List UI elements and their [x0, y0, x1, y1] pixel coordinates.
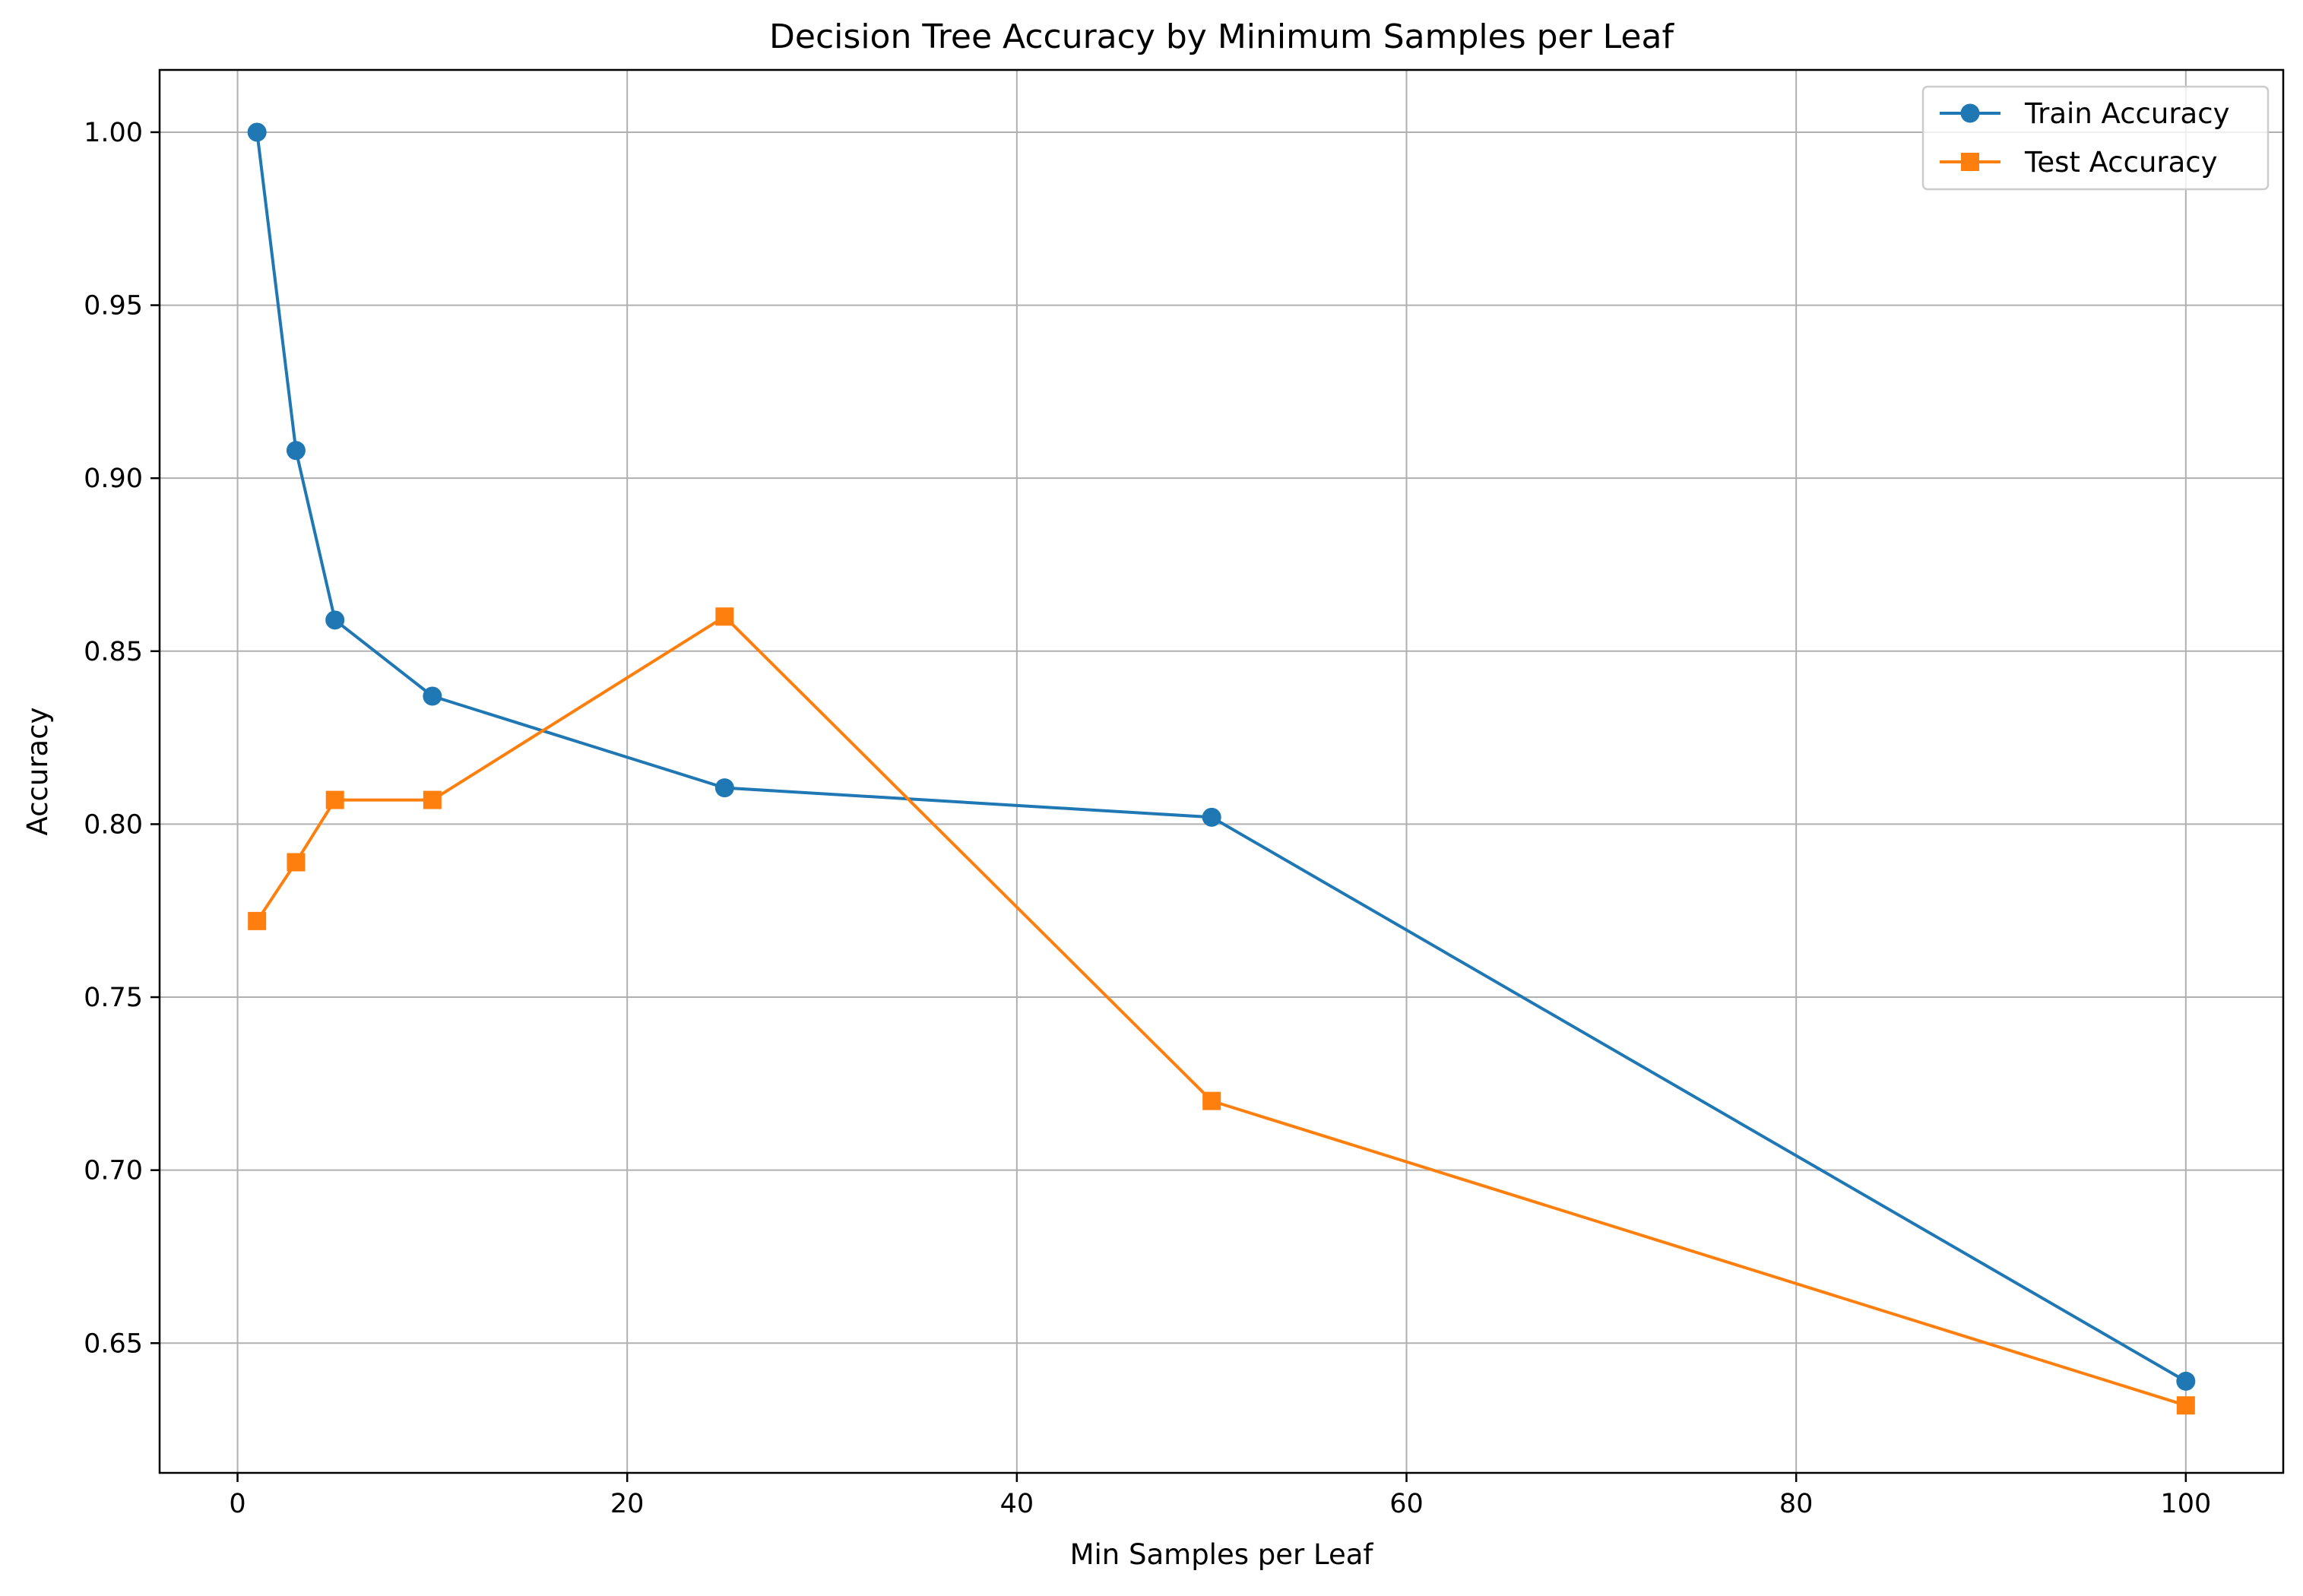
y-tick-label: 0.80 [84, 809, 143, 840]
data-point [287, 853, 306, 872]
plot-frame [158, 68, 2285, 1474]
data-point [325, 610, 345, 630]
series-layer [247, 122, 2196, 1415]
legend-label: Train Accuracy [2024, 97, 2229, 130]
series-train-accuracy [247, 122, 2196, 1391]
x-tick-label: 80 [1779, 1489, 1814, 1519]
x-tick-label: 20 [610, 1489, 645, 1519]
x-tick-label: 40 [1000, 1489, 1034, 1519]
legend-entries: Train Accuracy Test Accuracy [1940, 97, 2229, 179]
series-line [255, 615, 2187, 1408]
data-point [2176, 1371, 2196, 1391]
data-point [423, 790, 442, 809]
x-tick-label: 100 [2160, 1489, 2211, 1519]
y-tick-label: 0.65 [84, 1328, 143, 1359]
x-axis-label: Min Samples per Leaf [1070, 1538, 1374, 1571]
data-point [248, 911, 267, 930]
data-point [247, 122, 267, 142]
legend-box [1921, 85, 2270, 191]
y-tick-label: 0.90 [84, 464, 143, 494]
data-point [1202, 1091, 1221, 1110]
chart-title: Decision Tree Accuracy by Minimum Sample… [769, 17, 1674, 56]
series-test-accuracy [248, 607, 2195, 1415]
y-tick-label: 0.85 [84, 637, 143, 667]
data-point [325, 790, 344, 809]
axis-ticks: 0 20 40 60 80 100 0.65 0.70 0.75 0.80 0.85 0.90 0.95… [84, 118, 2211, 1519]
y-tick-label: 0.70 [84, 1156, 143, 1186]
series-line [255, 131, 2187, 1383]
y-tick-label: 0.75 [84, 983, 143, 1013]
legend-entry: Train Accuracy [1940, 97, 2229, 130]
data-point [286, 441, 306, 461]
legend-marker [1961, 153, 1979, 171]
data-point [714, 778, 734, 798]
data-point [715, 607, 734, 626]
data-point [2176, 1396, 2195, 1415]
y-axis-label: Accuracy [21, 708, 54, 836]
x-tick-label: 60 [1389, 1489, 1424, 1519]
legend-marker [1960, 103, 1980, 123]
legend-entry: Test Accuracy [1940, 146, 2218, 179]
legend-label: Test Accuracy [2024, 146, 2218, 179]
data-point [423, 686, 442, 706]
data-point [1202, 807, 1221, 827]
legend: Train Accuracy Test Accuracy [1921, 85, 2270, 191]
y-tick-label: 1.00 [84, 118, 143, 148]
x-tick-label: 0 [229, 1489, 246, 1519]
y-tick-label: 0.95 [84, 291, 143, 321]
